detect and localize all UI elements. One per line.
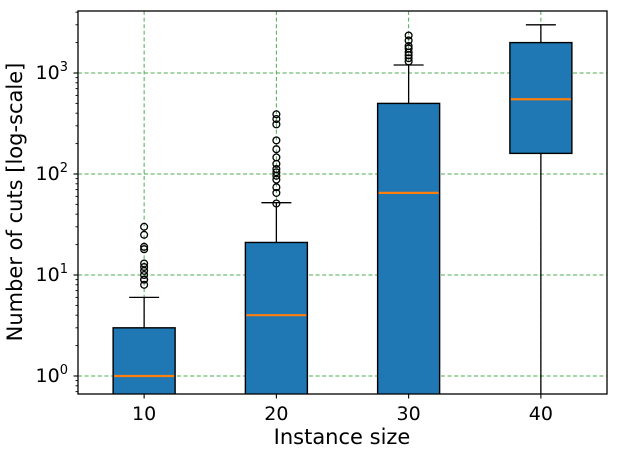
x-tick-label: 20 [264,403,288,425]
box-rect [509,41,573,155]
y-tick-label: 102 [36,161,68,185]
outlier-point [272,168,281,177]
outlier-point [272,164,281,174]
tick-label-layer: 100 101 102 103 10 20 30 40 [36,60,553,425]
box-rect [112,327,176,394]
x-tick-label: 10 [132,403,156,425]
outlier-point [404,44,413,53]
outlier-point [272,199,281,208]
outlier-point [140,242,149,251]
outlier-point [140,275,149,284]
box-rect [244,241,309,394]
outlier-point [404,41,413,51]
y-tick-label: 103 [36,60,68,84]
outlier-point [272,153,281,162]
outlier-point [272,183,281,192]
tick-layer [73,11,542,399]
outlier-point [140,222,149,231]
x-tick-label: 30 [397,403,421,425]
plot-frame [77,10,608,395]
x-tick-label: 40 [529,403,553,425]
outlier-point [140,230,149,239]
outlier-point [272,110,281,119]
outlier-point [272,120,281,129]
outlier-point [272,114,281,124]
y-tick-label: 101 [36,262,68,286]
outlier-point [272,145,281,154]
outlier-point [404,54,413,63]
y-tick-label: 100 [36,363,68,387]
box-layer [112,24,573,394]
outlier-point [140,262,149,272]
x-axis-label: Instance size [274,425,411,449]
y-axis-label: Number of cuts [log-scale] [3,63,27,342]
outlier-point [272,188,281,197]
outlier-point [404,36,413,45]
box-rect [376,102,441,394]
outlier-point [140,280,149,289]
outlier-point [404,31,413,40]
outlier-point [272,136,281,145]
outlier-point [140,270,149,280]
outlier-point [140,259,149,268]
outlier-point [140,245,149,254]
